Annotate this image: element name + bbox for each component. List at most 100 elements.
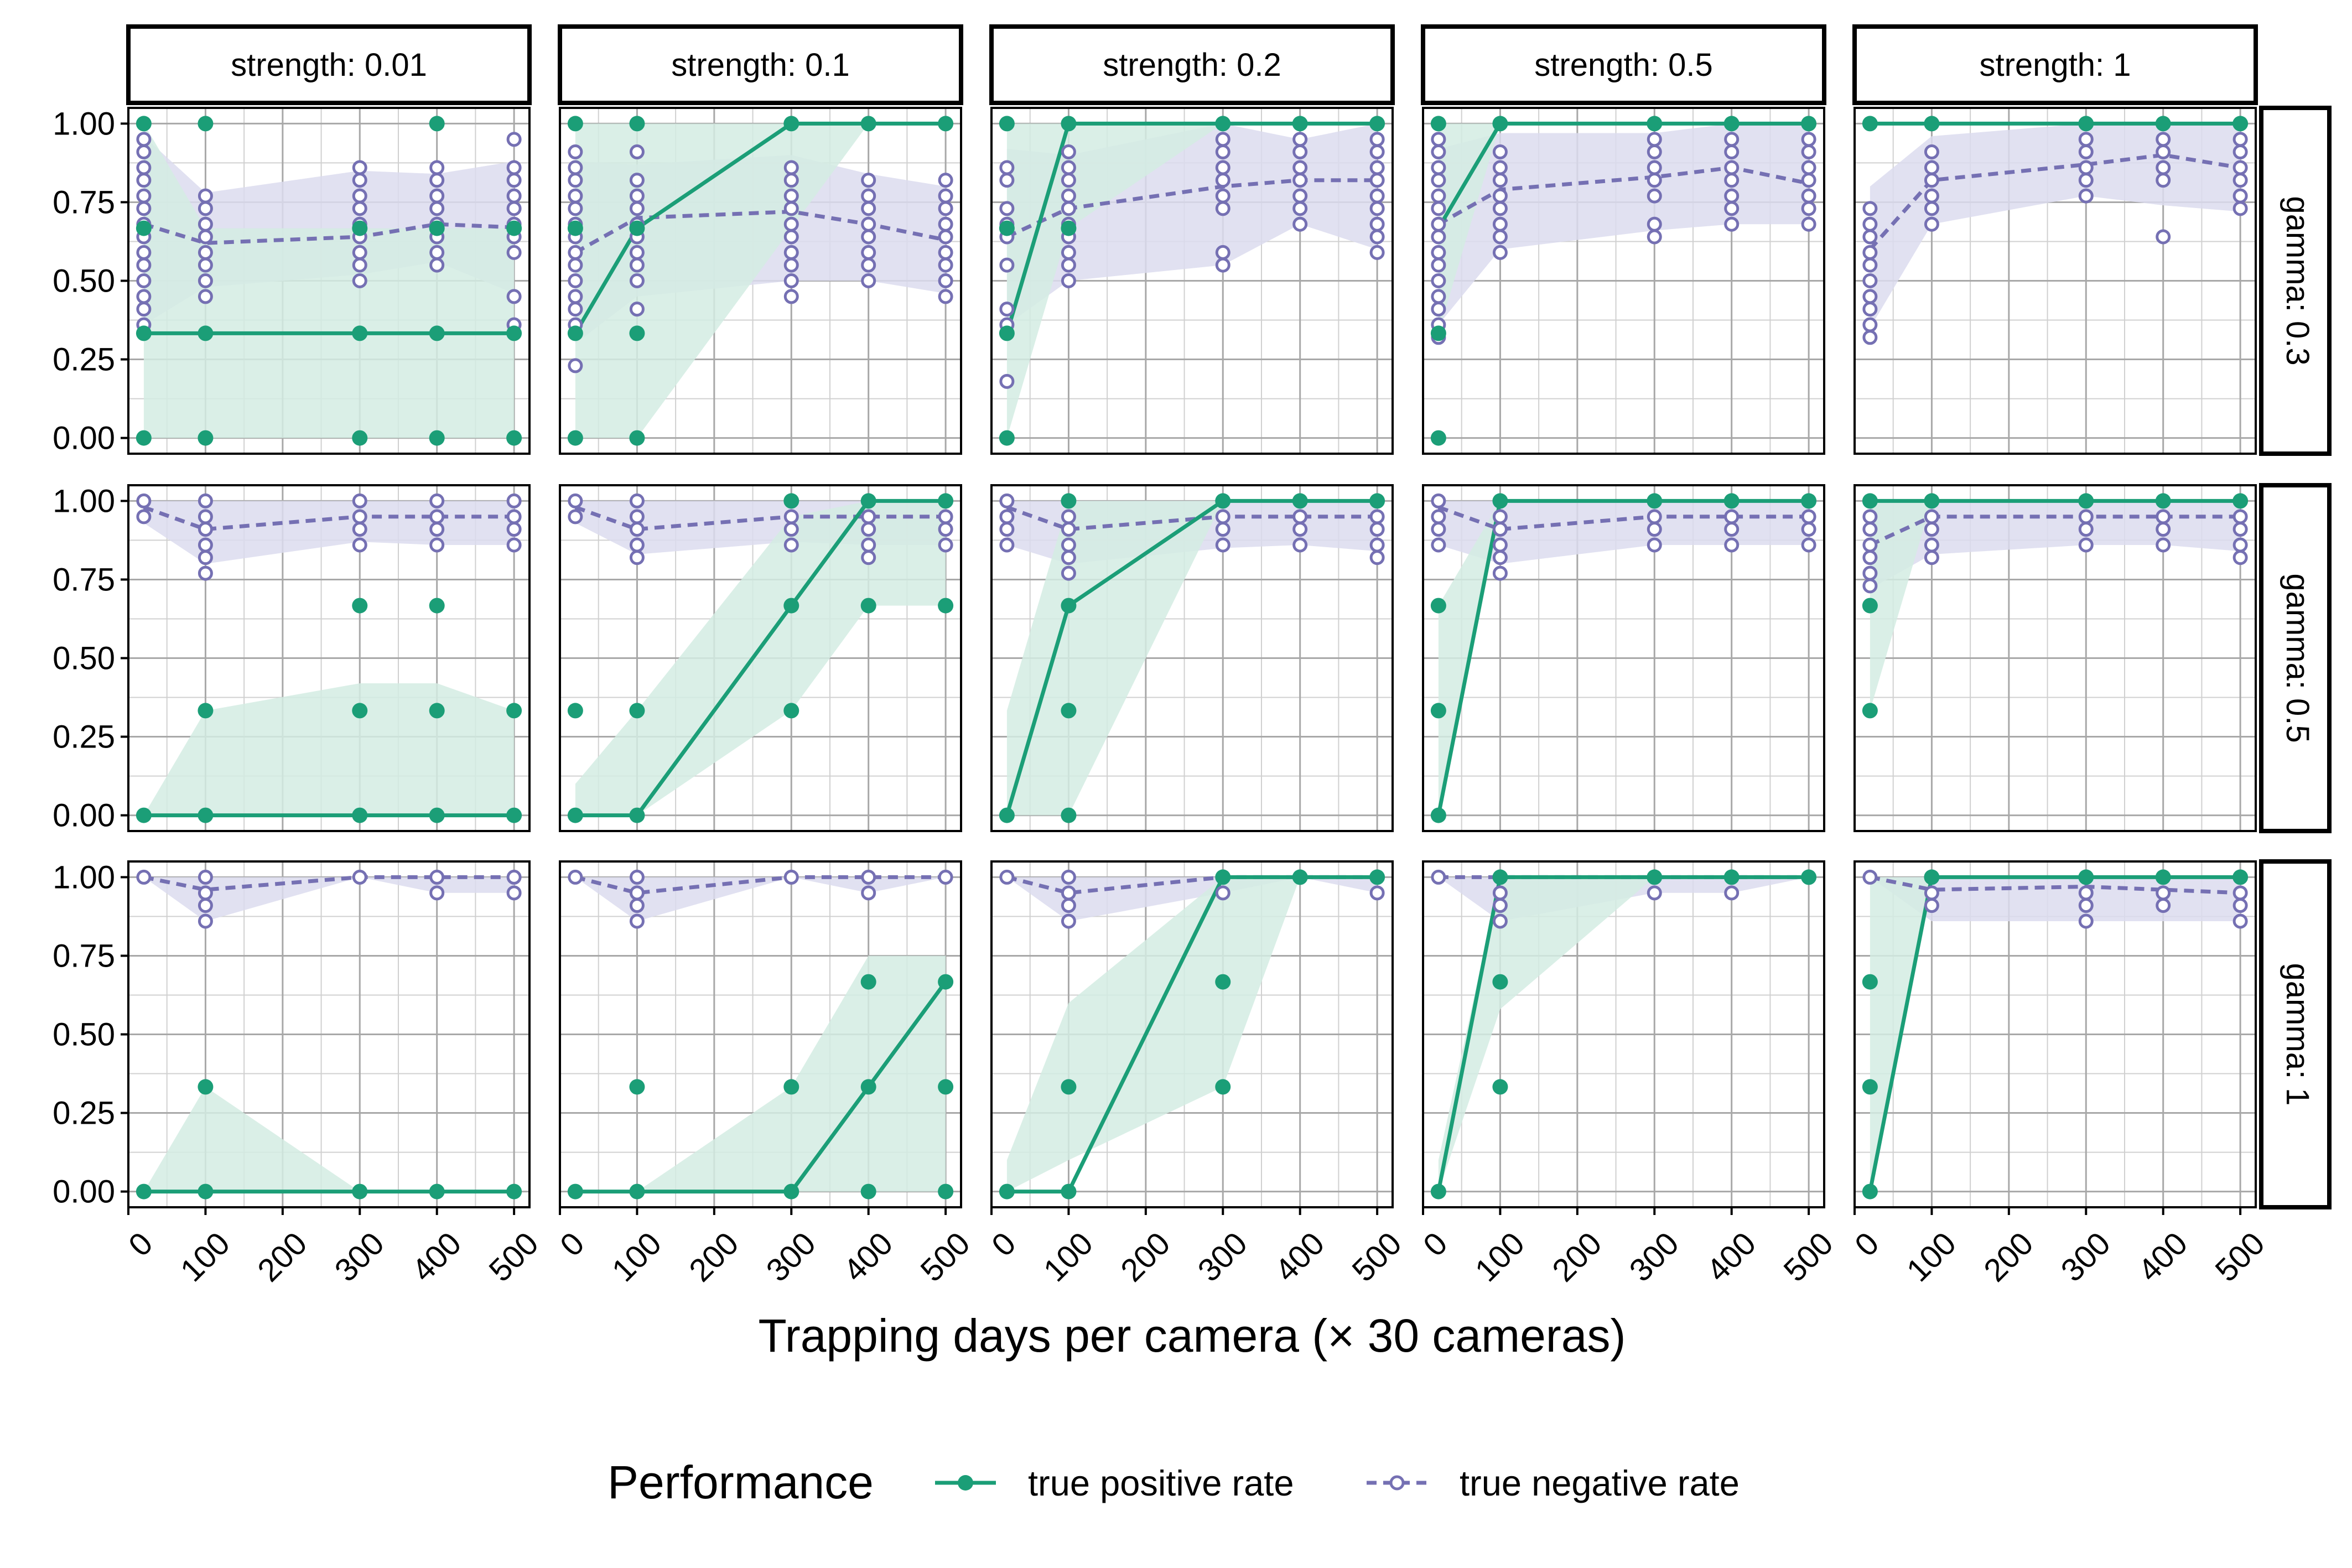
tpr-point	[567, 116, 583, 132]
tnr-point	[568, 201, 583, 216]
tnr-point	[568, 493, 583, 508]
tnr-point	[629, 245, 645, 260]
tnr-point	[198, 229, 213, 245]
tnr-point	[2078, 885, 2094, 901]
tpr-point	[1430, 430, 1446, 446]
tnr-point	[1924, 885, 1939, 901]
tnr-point	[352, 493, 367, 508]
tpr-point	[1215, 493, 1231, 509]
tnr-point	[938, 257, 953, 273]
tnr-point	[1801, 144, 1816, 160]
tnr-point	[938, 245, 953, 260]
tnr-point	[352, 257, 367, 273]
x-tick-label: 0	[1848, 1226, 1886, 1264]
tpr-point	[1292, 869, 1308, 885]
tnr-point	[1924, 537, 1939, 553]
tnr-point	[1215, 201, 1230, 216]
tpr-point	[136, 220, 152, 236]
tnr-point	[999, 201, 1015, 216]
tnr-point	[1369, 522, 1385, 537]
tnr-point	[1369, 144, 1385, 160]
tnr-point	[352, 188, 367, 204]
tnr-point	[1369, 537, 1385, 553]
tpr-point	[1492, 869, 1508, 885]
tnr-point	[1492, 537, 1508, 553]
tnr-point	[1862, 245, 1878, 260]
tnr-point	[1061, 898, 1076, 913]
tnr-point	[1492, 885, 1508, 901]
tnr-point	[1924, 173, 1939, 188]
tnr-point	[938, 869, 953, 885]
tnr-point	[861, 885, 876, 901]
tnr-point	[1431, 132, 1446, 147]
tpr-point	[2078, 493, 2094, 509]
tpr-band	[1006, 501, 1378, 816]
tnr-point	[136, 509, 152, 525]
tnr-point	[1647, 885, 1662, 901]
tnr-point	[198, 869, 213, 885]
tnr-point	[2156, 885, 2171, 901]
tnr-point	[1724, 173, 1740, 188]
tnr-point	[1292, 509, 1308, 525]
tnr-point	[198, 289, 213, 304]
tnr-point	[629, 537, 645, 553]
tnr-point	[629, 885, 645, 901]
column-strip	[126, 24, 532, 105]
facet-panel: 0.00 0.25 0.50 0.75 1.00	[53, 106, 531, 456]
tpr-point	[1061, 807, 1077, 823]
tpr-point	[136, 325, 152, 341]
tpr-point	[506, 430, 522, 446]
x-tick-label: 300	[328, 1226, 391, 1289]
tpr-point	[860, 1183, 876, 1200]
tpr-point	[999, 220, 1015, 236]
tnr-point	[352, 160, 367, 175]
column-strip-label: strength: 1	[1979, 47, 2131, 83]
tnr-point	[938, 289, 953, 304]
tnr-point	[1647, 537, 1662, 553]
tpr-point	[1924, 493, 1940, 509]
y-tick-label: 0.00	[53, 798, 115, 834]
tnr-point	[861, 216, 876, 232]
tnr-point	[1215, 144, 1230, 160]
tpr-point	[1061, 703, 1077, 719]
tnr-point	[938, 273, 953, 288]
tnr-point	[1801, 216, 1816, 232]
tpr-point	[198, 325, 214, 341]
tnr-point	[1647, 522, 1662, 537]
tnr-point	[1431, 289, 1446, 304]
tpr-point	[1292, 116, 1308, 132]
tnr-point	[568, 188, 583, 204]
tnr-point	[352, 173, 367, 188]
tnr-point	[506, 509, 522, 525]
tnr-point	[1862, 537, 1878, 553]
tnr-point	[1061, 201, 1076, 216]
column-strip-label: strength: 0.5	[1534, 47, 1712, 83]
tnr-point	[1724, 509, 1740, 525]
tnr-point	[1431, 144, 1446, 160]
tnr-point	[938, 509, 953, 525]
tpr-point	[629, 430, 645, 446]
tnr-point	[1431, 201, 1446, 216]
tnr-point	[2078, 144, 2094, 160]
tnr-point	[198, 565, 213, 581]
tnr-point	[861, 201, 876, 216]
panel-border	[1853, 860, 2257, 1208]
row-strip	[2259, 483, 2332, 833]
tnr-point	[136, 132, 152, 147]
tnr-point	[2156, 132, 2171, 147]
tpr-point	[1430, 703, 1446, 719]
tpr-point	[860, 974, 876, 990]
tpr-point	[1862, 598, 1878, 614]
tnr-point	[2078, 132, 2094, 147]
tnr-point	[1862, 273, 1878, 288]
tnr-point	[1431, 302, 1446, 317]
x-tick-label: 300	[759, 1226, 822, 1289]
tpr-point	[1215, 974, 1231, 990]
tpr-point	[860, 598, 876, 614]
tnr-point	[1492, 144, 1508, 160]
tnr-point	[2078, 509, 2094, 525]
tnr-point	[429, 509, 445, 525]
tnr-point	[568, 273, 583, 288]
tpr-point	[629, 1079, 645, 1095]
tpr-point	[1862, 974, 1878, 990]
